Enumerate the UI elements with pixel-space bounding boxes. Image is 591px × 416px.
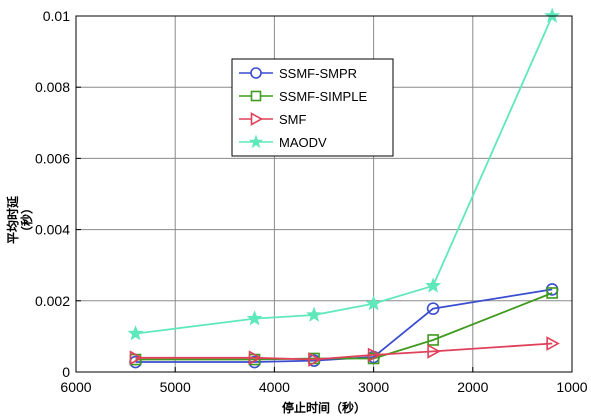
data-point-smf bbox=[248, 350, 263, 366]
series-line-smf bbox=[135, 342, 553, 361]
data-point-smf bbox=[546, 336, 560, 351]
y-tick-label: 0.004 bbox=[35, 222, 70, 238]
data-point-maodv bbox=[544, 7, 561, 23]
legend-item-maodv: MAODV bbox=[239, 134, 327, 150]
y-tick-label: 0.002 bbox=[35, 293, 70, 309]
data-point-smf bbox=[129, 350, 144, 366]
legend: SSMF-SMPR SSMF-SIMPLE SMF MAODV bbox=[231, 58, 394, 157]
series-line-maodv bbox=[135, 15, 554, 335]
legend-label-maodv: MAODV bbox=[279, 135, 327, 150]
series-layer bbox=[127, 7, 561, 369]
legend-label-ssmf-simple: SSMF-SIMPLE bbox=[279, 89, 367, 104]
series-maodv bbox=[127, 7, 561, 341]
legend-square-marker-icon bbox=[250, 90, 262, 102]
data-point-maodv bbox=[127, 325, 144, 341]
legend-item-smf: SMF bbox=[239, 112, 307, 127]
y-tick-label: 0.008 bbox=[35, 79, 70, 95]
legend-item-ssmf-smpr: SSMF-SMPR bbox=[239, 66, 357, 81]
data-point-smf bbox=[367, 347, 382, 363]
x-tick-label: 4000 bbox=[259, 379, 290, 395]
legend-label-ssmf-smpr: SSMF-SMPR bbox=[279, 66, 357, 81]
series-line-ssmf-simple bbox=[135, 292, 553, 361]
data-point-maodv bbox=[306, 306, 323, 322]
data-point-ssmf-simple bbox=[427, 334, 439, 346]
y-axis-title-line1: 平均时延 bbox=[5, 195, 20, 244]
x-tick-label: 5000 bbox=[160, 379, 191, 395]
x-tick-label: 1000 bbox=[556, 379, 587, 395]
x-tick-label: 6000 bbox=[60, 379, 91, 395]
x-tick-label: 2000 bbox=[457, 379, 488, 395]
data-point-maodv bbox=[365, 295, 382, 311]
plot-frame bbox=[75, 15, 573, 373]
legend-circle-marker-icon bbox=[250, 67, 262, 79]
data-point-maodv bbox=[425, 277, 442, 293]
data-point-ssmf-smpr bbox=[426, 302, 440, 315]
legend-triangle-marker-icon bbox=[250, 112, 264, 126]
y-tick-label: 0.006 bbox=[35, 150, 70, 166]
y-axis-title-line2: （秒） bbox=[19, 202, 34, 238]
legend-label-smf: SMF bbox=[279, 112, 307, 127]
legend-item-ssmf-simple: SSMF-SIMPLE bbox=[239, 89, 367, 104]
data-point-smf bbox=[427, 344, 441, 359]
y-tick-label: 0 bbox=[62, 364, 70, 380]
series-smf bbox=[129, 336, 560, 367]
ticks: 6000 5000 4000 3000 2000 1000 0 0.002 0.004 0.006… bbox=[35, 8, 588, 395]
data-point-maodv bbox=[246, 310, 263, 326]
x-tick-label: 3000 bbox=[358, 379, 389, 395]
x-axis-title: 停止时间（秒） bbox=[282, 400, 366, 415]
data-point-ssmf-simple bbox=[546, 287, 558, 299]
data-point-smf bbox=[308, 352, 322, 367]
legend-star-marker-icon bbox=[248, 134, 264, 149]
y-tick-label: 0.01 bbox=[43, 8, 70, 24]
